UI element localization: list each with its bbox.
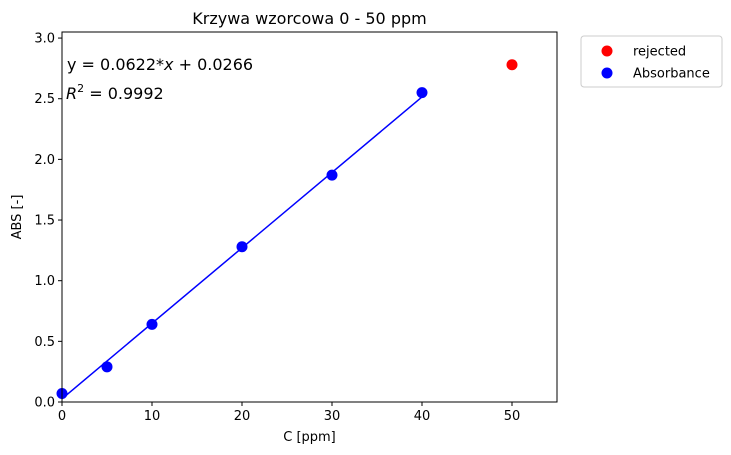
- legend-marker-rejected: [601, 45, 613, 57]
- y-tick-label-1: 0.5: [34, 335, 55, 350]
- legend: rejected Absorbance: [580, 35, 723, 88]
- x-tick-label-5: 50: [504, 409, 521, 424]
- data-points-layer: [56, 59, 518, 400]
- plot-frame: [61, 31, 558, 403]
- legend-marker-absorbance: [601, 67, 613, 79]
- data-point-absorbance-1: [101, 361, 113, 373]
- y-tick-label-0: 0.0: [34, 396, 55, 411]
- x-tick-label-4: 40: [414, 409, 431, 424]
- x-tick-label-2: 20: [234, 409, 251, 424]
- r2-annotation: R2 = 0.9992: [66, 82, 164, 103]
- x-axis-title: C [ppm]: [283, 430, 336, 445]
- r2-value: = 0.9992: [84, 84, 164, 103]
- y-axis-ticks: 0.0 0.5 1.0 1.5 2.0 2.5 3.0: [34, 32, 62, 411]
- data-point-absorbance-2: [146, 318, 158, 330]
- r2-symbol: R: [66, 84, 77, 103]
- equation-variable: x: [163, 55, 174, 74]
- plot-background: [62, 32, 557, 402]
- legend-label-absorbance: Absorbance: [633, 67, 710, 82]
- y-tick-label-4: 2.0: [34, 153, 55, 168]
- data-point-rejected-0: [506, 59, 518, 71]
- chart-title: Krzywa wzorcowa 0 - 50 ppm: [192, 9, 426, 28]
- x-tick-label-1: 10: [144, 409, 161, 424]
- legend-box: [580, 35, 723, 88]
- y-tick-label-2: 1.0: [34, 274, 55, 289]
- x-tick-label-3: 30: [324, 409, 341, 424]
- equation-suffix: + 0.0266: [174, 55, 254, 74]
- x-tick-label-0: 0: [58, 409, 66, 424]
- x-axis-ticks: 0 10 20 30 40 50: [58, 402, 520, 424]
- y-tick-label-5: 2.5: [34, 92, 55, 107]
- data-point-absorbance-4: [326, 169, 338, 181]
- equation-annotation: y = 0.0622*x + 0.0266: [67, 55, 253, 74]
- y-tick-label-6: 3.0: [34, 32, 55, 47]
- data-point-absorbance-5: [416, 87, 428, 99]
- equation-prefix: y = 0.0622*: [67, 55, 164, 74]
- r2-superscript: 2: [77, 82, 84, 95]
- legend-label-rejected: rejected: [633, 45, 686, 60]
- y-axis-title: ABS [-]: [10, 195, 25, 240]
- y-tick-label-3: 1.5: [34, 214, 55, 229]
- data-point-absorbance-3: [236, 241, 248, 253]
